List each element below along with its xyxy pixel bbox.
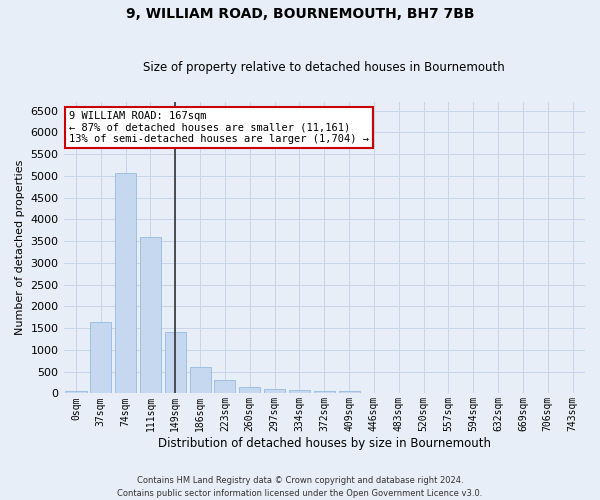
Bar	[239, 387, 260, 394]
Bar	[65, 390, 86, 394]
Bar	[190, 366, 211, 394]
Bar	[264, 389, 285, 394]
Bar	[165, 332, 186, 394]
Bar	[115, 173, 136, 394]
Bar	[214, 380, 235, 394]
X-axis label: Distribution of detached houses by size in Bournemouth: Distribution of detached houses by size …	[158, 437, 491, 450]
Title: Size of property relative to detached houses in Bournemouth: Size of property relative to detached ho…	[143, 62, 505, 74]
Bar	[314, 391, 335, 394]
Text: 9 WILLIAM ROAD: 167sqm
← 87% of detached houses are smaller (11,161)
13% of semi: 9 WILLIAM ROAD: 167sqm ← 87% of detached…	[69, 111, 369, 144]
Bar	[140, 237, 161, 394]
Bar	[338, 391, 359, 394]
Text: 9, WILLIAM ROAD, BOURNEMOUTH, BH7 7BB: 9, WILLIAM ROAD, BOURNEMOUTH, BH7 7BB	[126, 8, 474, 22]
Y-axis label: Number of detached properties: Number of detached properties	[15, 160, 25, 336]
Bar	[289, 390, 310, 394]
Bar	[90, 322, 112, 394]
Text: Contains HM Land Registry data © Crown copyright and database right 2024.
Contai: Contains HM Land Registry data © Crown c…	[118, 476, 482, 498]
